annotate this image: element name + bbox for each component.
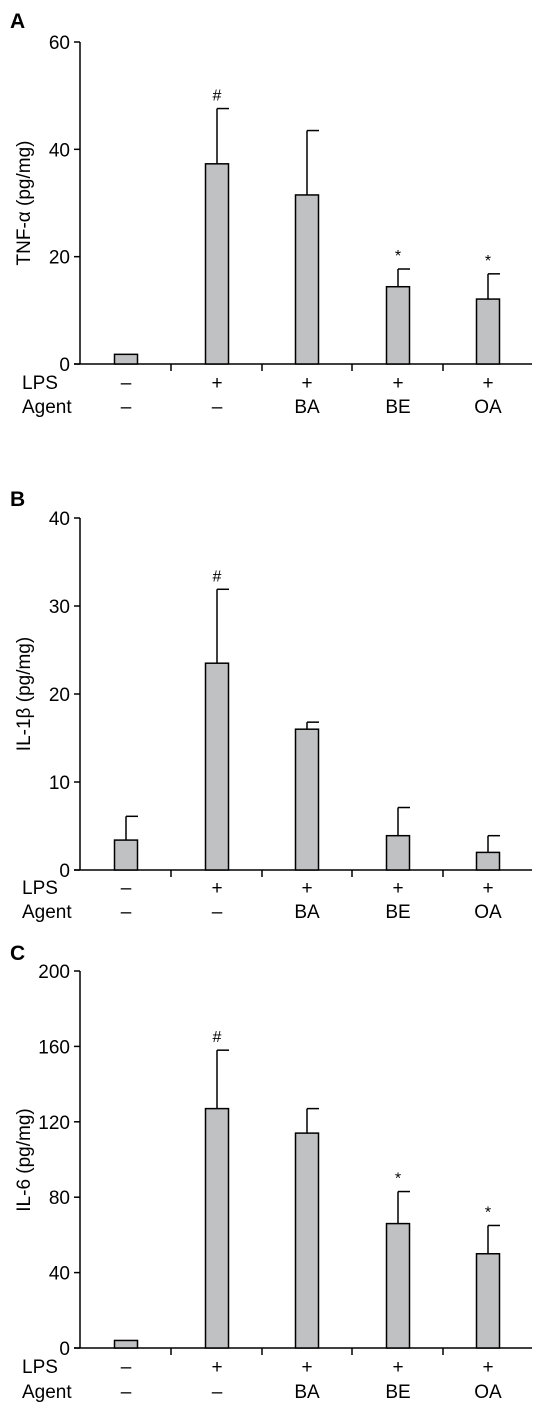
row-label-value: – — [121, 902, 132, 923]
significance-mark: # — [213, 568, 222, 585]
row-label-value: + — [211, 1357, 222, 1378]
bar — [204, 662, 230, 871]
row-label-value: + — [211, 373, 222, 394]
row-label-value: – — [121, 373, 132, 394]
row-label-value: – — [212, 1382, 223, 1403]
row-label-value: BA — [294, 902, 320, 923]
y-tick-label: 40 — [49, 1264, 70, 1285]
bar — [475, 1253, 501, 1349]
row-label-value: OA — [474, 1382, 502, 1403]
row-label-value: – — [212, 397, 223, 418]
row-label-value: BE — [385, 902, 410, 923]
row-label-name: LPS — [22, 1357, 58, 1378]
y-tick-label: 60 — [49, 33, 70, 54]
row-label-name: Agent — [22, 1382, 72, 1403]
row-label-value: + — [392, 373, 403, 394]
row-label-name: LPS — [22, 373, 58, 394]
row-label-value: + — [482, 373, 493, 394]
panel-c: C 0 40 80 120 160 200 IL-6 (pg/mg) # * * LPS – + + + + Ag… — [10, 942, 532, 1403]
y-axis-title: IL-1β (pg/mg) — [14, 637, 35, 751]
row-label-value: OA — [474, 397, 502, 418]
row-label-name: Agent — [22, 902, 72, 923]
panel-label: C — [10, 942, 25, 965]
row-label-value: – — [121, 878, 132, 899]
y-tick-label: 20 — [49, 248, 70, 269]
row-label-value: + — [301, 1357, 312, 1378]
row-label-value: BE — [385, 397, 410, 418]
y-tick-label: 0 — [59, 355, 70, 376]
y-tick-label: 40 — [49, 140, 70, 161]
y-axis-title: TNF-α (pg/mg) — [14, 141, 35, 266]
significance-mark: # — [213, 88, 222, 105]
bar — [385, 834, 411, 871]
row-label-value: + — [392, 878, 403, 899]
y-tick-label: 160 — [38, 1037, 70, 1058]
row-label-value: BA — [294, 1382, 320, 1403]
row-label-value: BA — [294, 397, 320, 418]
significance-mark: * — [395, 1171, 401, 1188]
panel-a: A 0 20 40 60 TNF-α (pg/mg) # * * LPS – + + + + Agent – – B… — [10, 10, 532, 418]
panel-label: A — [10, 10, 25, 33]
significance-mark: * — [485, 253, 491, 270]
bar — [385, 1222, 411, 1349]
row-label-value: BE — [385, 1382, 410, 1403]
bar — [294, 728, 320, 871]
bar — [294, 194, 320, 365]
significance-mark: # — [213, 1029, 222, 1046]
row-label-value: + — [301, 373, 312, 394]
y-tick-label: 10 — [49, 773, 70, 794]
y-tick-label: 0 — [59, 861, 70, 882]
row-label-name: LPS — [22, 878, 58, 899]
row-label-value: – — [121, 397, 132, 418]
row-label-value: – — [121, 1357, 132, 1378]
y-axis-title: IL-6 (pg/mg) — [14, 1108, 35, 1211]
row-label-value: + — [301, 878, 312, 899]
y-tick-label: 120 — [38, 1113, 70, 1134]
y-tick-label: 0 — [59, 1339, 70, 1360]
y-tick-label: 30 — [49, 597, 70, 618]
y-tick-label: 200 — [38, 962, 70, 983]
row-label-value: + — [482, 1357, 493, 1378]
bar — [294, 1132, 320, 1349]
row-label-value: + — [211, 878, 222, 899]
row-label-value: + — [392, 1357, 403, 1378]
bar — [113, 839, 139, 871]
bar — [385, 285, 411, 365]
y-tick-label: 80 — [49, 1188, 70, 1209]
row-label-value: – — [212, 902, 223, 923]
bar — [204, 163, 230, 365]
panel-b: B 0 10 20 30 40 IL-1β (pg/mg) # LPS – + + + + Agent – – B… — [10, 488, 532, 923]
row-label-value: OA — [474, 902, 502, 923]
bar — [113, 353, 139, 365]
row-label-name: Agent — [22, 397, 72, 418]
bar — [113, 1339, 139, 1349]
row-label-value: – — [121, 1382, 132, 1403]
bar — [204, 1107, 230, 1349]
y-tick-label: 20 — [49, 685, 70, 706]
significance-mark: * — [485, 1204, 491, 1221]
y-tick-label: 40 — [49, 509, 70, 530]
bar — [475, 851, 501, 871]
significance-mark: * — [395, 248, 401, 265]
bar — [475, 298, 501, 365]
row-label-value: + — [482, 878, 493, 899]
panel-label: B — [10, 488, 25, 511]
